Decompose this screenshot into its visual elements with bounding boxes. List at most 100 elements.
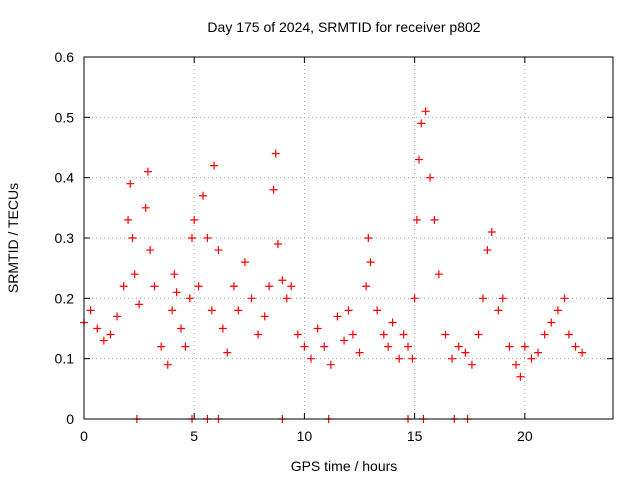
data-point <box>320 342 329 351</box>
data-point <box>379 330 388 339</box>
data-point <box>564 330 573 339</box>
data-point <box>395 354 404 363</box>
data-point <box>113 312 122 321</box>
data-point <box>293 330 302 339</box>
data-point <box>146 246 155 255</box>
data-point <box>415 155 424 164</box>
data-point <box>176 324 185 333</box>
data-point <box>269 185 278 194</box>
data-point <box>247 294 256 303</box>
data-point <box>307 354 316 363</box>
data-point <box>119 282 128 291</box>
data-point <box>441 330 450 339</box>
data-point <box>168 306 177 315</box>
data-point <box>348 330 357 339</box>
data-point <box>265 282 274 291</box>
data-point <box>448 354 457 363</box>
data-point <box>478 294 487 303</box>
data-point <box>254 330 263 339</box>
data-point <box>271 149 280 158</box>
x-tick-label: 15 <box>407 428 423 444</box>
data-point <box>399 330 408 339</box>
data-point <box>355 348 364 357</box>
data-point <box>135 300 144 309</box>
data-point <box>553 306 562 315</box>
data-point <box>203 234 212 242</box>
data-point <box>194 282 203 291</box>
data-point <box>150 282 159 291</box>
y-tick-label: 0 <box>66 411 74 427</box>
chart-title: Day 175 of 2024, SRMTID for receiver p80… <box>207 19 480 35</box>
data-point <box>210 161 219 170</box>
data-point <box>287 282 296 291</box>
data-point <box>410 294 419 303</box>
data-point <box>170 270 179 279</box>
data-point <box>516 372 525 381</box>
data-point <box>461 348 470 357</box>
grid-lines <box>84 57 613 419</box>
data-point <box>388 318 397 327</box>
data-point <box>278 276 287 285</box>
data-point <box>366 258 375 267</box>
data-point <box>282 294 291 303</box>
data-point <box>412 215 421 224</box>
data-point <box>421 107 430 116</box>
data-point <box>408 354 417 363</box>
data-point <box>426 173 435 182</box>
data-point <box>340 336 349 345</box>
y-tick-label: 0.6 <box>55 49 75 65</box>
data-point <box>199 191 208 200</box>
data-point <box>229 282 238 291</box>
x-tick-label: 20 <box>517 428 533 444</box>
data-point <box>505 342 514 351</box>
x-axis-label: GPS time / hours <box>291 458 398 474</box>
data-point <box>143 167 152 176</box>
data-point <box>333 312 342 321</box>
data-point <box>124 215 133 224</box>
x-tick-label: 10 <box>297 428 313 444</box>
data-point <box>494 306 503 315</box>
data-point <box>207 306 216 315</box>
data-point <box>141 203 150 212</box>
y-tick-label: 0.4 <box>55 170 75 186</box>
data-point <box>362 282 371 291</box>
data-point <box>214 246 223 255</box>
data-point <box>527 354 536 363</box>
data-point <box>185 294 194 303</box>
data-point <box>163 360 172 369</box>
data-point <box>126 179 135 188</box>
data-point <box>273 240 282 249</box>
data-point <box>498 294 507 303</box>
y-tick-label: 0.2 <box>55 290 75 306</box>
data-point <box>234 306 243 315</box>
data-point <box>434 270 443 279</box>
data-point <box>218 324 227 333</box>
data-points <box>80 107 587 423</box>
data-point <box>417 119 426 128</box>
data-point <box>93 324 102 333</box>
data-point <box>86 306 95 315</box>
data-point <box>430 215 439 224</box>
data-point <box>99 336 108 345</box>
x-tick-label: 5 <box>190 428 198 444</box>
data-point <box>128 234 137 242</box>
data-point <box>547 318 556 327</box>
data-point <box>300 342 309 351</box>
data-point <box>404 342 413 351</box>
data-point <box>260 312 269 321</box>
data-point <box>364 234 373 242</box>
x-tick-label: 0 <box>80 428 88 444</box>
data-point <box>474 330 483 339</box>
data-point <box>188 234 197 242</box>
data-point <box>487 227 496 236</box>
y-axis-label: SRMTID / TECUs <box>5 183 21 293</box>
data-point <box>130 270 139 279</box>
data-point <box>384 342 393 351</box>
data-point <box>373 306 382 315</box>
data-point <box>326 360 335 369</box>
data-point <box>157 342 166 351</box>
data-point <box>313 324 322 333</box>
data-point <box>344 306 353 315</box>
data-point <box>454 342 463 351</box>
